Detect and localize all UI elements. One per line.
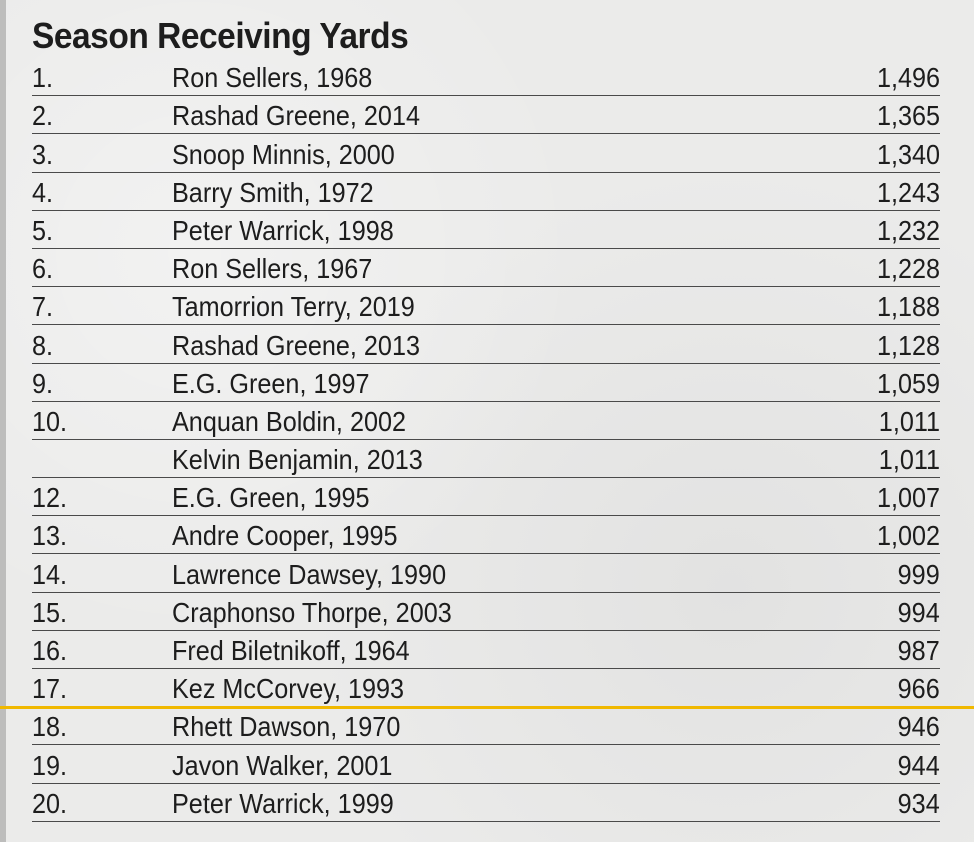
player-cell: Rashad Greene, 2013 — [172, 329, 420, 361]
yards-cell: 1,496 — [876, 62, 940, 94]
table-row: 20. Peter Warrick, 1999 934 — [32, 784, 940, 822]
player-cell: Ron Sellers, 1967 — [172, 253, 373, 285]
rank-cell: 9. — [32, 367, 54, 399]
rank-cell: 10. — [32, 405, 68, 437]
rank-cell: 4. — [32, 176, 54, 208]
table-row: 15. Craphonso Thorpe, 2003 994 — [32, 593, 940, 631]
yards-cell: 1,011 — [878, 444, 940, 476]
table-row: 12. E.G. Green, 1995 1,007 — [32, 478, 940, 517]
table-row: 4. Barry Smith, 1972 1,243 — [32, 173, 940, 211]
player-cell: Peter Warrick, 1999 — [172, 787, 394, 819]
yards-cell: 1,188 — [876, 291, 940, 323]
rank-cell: 15. — [32, 596, 68, 628]
table-row: 5. Peter Warrick, 1998 1,232 — [32, 211, 940, 249]
table-row: 10. Anquan Boldin, 2002 1,011 — [32, 402, 940, 440]
yards-cell: 1,011 — [878, 405, 940, 437]
yards-cell: 987 — [897, 635, 940, 666]
yards-cell: 966 — [897, 673, 940, 705]
rank-cell: 17. — [32, 673, 68, 705]
yards-cell: 946 — [897, 711, 940, 743]
player-cell: Rhett Dawson, 1970 — [172, 711, 401, 743]
yards-cell: 1,128 — [876, 329, 940, 361]
table-row: 14. Lawrence Dawsey, 1990 999 — [32, 554, 940, 593]
page-left-edge — [0, 0, 6, 842]
player-cell: Peter Warrick, 1998 — [172, 214, 394, 246]
rank-cell: 8. — [32, 329, 54, 361]
yards-cell: 1,340 — [876, 138, 940, 170]
yards-cell: 1,002 — [876, 520, 940, 552]
player-cell: Craphonso Thorpe, 2003 — [172, 596, 452, 628]
rank-cell: 5. — [32, 214, 54, 246]
yards-cell: 1,228 — [876, 253, 940, 285]
player-cell: Snoop Minnis, 2000 — [172, 138, 395, 170]
highlight-divider — [0, 706, 974, 709]
table-row: 2. Rashad Greene, 2014 1,365 — [32, 96, 940, 135]
rank-cell: 20. — [32, 787, 68, 819]
yards-cell: 1,007 — [876, 482, 940, 514]
rank-cell: 2. — [32, 100, 54, 132]
yards-cell: 944 — [897, 749, 940, 781]
player-cell: Anquan Boldin, 2002 — [172, 405, 406, 437]
table-row: 3. Snoop Minnis, 2000 1,340 — [32, 134, 940, 173]
rank-cell: 7. — [32, 291, 54, 323]
yards-cell: 1,232 — [876, 214, 940, 246]
table-row: 7. Tamorrion Terry, 2019 1,188 — [32, 287, 940, 326]
yards-cell: 999 — [897, 558, 940, 590]
rank-cell: 14. — [32, 558, 68, 590]
table-row: 13. Andre Cooper, 1995 1,002 — [32, 516, 940, 555]
table-row: Kelvin Benjamin, 2013 1,011 — [32, 440, 940, 479]
yards-cell: 934 — [897, 787, 940, 819]
player-cell: Tamorrion Terry, 2019 — [172, 291, 415, 323]
table-row: 8. Rashad Greene, 2013 1,128 — [32, 325, 940, 364]
player-cell: Andre Cooper, 1995 — [172, 520, 398, 552]
yards-cell: 1,365 — [876, 100, 940, 132]
page-title: Season Receiving Yards — [32, 15, 409, 56]
table-row: 6. Ron Sellers, 1967 1,228 — [32, 249, 940, 288]
receiving-yards-table: 1. Ron Sellers, 1968 1,496 2. Rashad Gre… — [32, 58, 940, 822]
table-row: 17. Kez McCorvey, 1993 966 — [32, 669, 940, 708]
player-cell: Ron Sellers, 1968 — [172, 62, 373, 94]
rank-cell: 6. — [32, 253, 54, 285]
player-cell: Kez McCorvey, 1993 — [172, 673, 405, 705]
yards-cell: 1,059 — [876, 367, 940, 399]
rank-cell: 18. — [32, 711, 68, 743]
player-cell: Barry Smith, 1972 — [172, 176, 374, 208]
player-cell: E.G. Green, 1995 — [172, 482, 370, 514]
table-row: 1. Ron Sellers, 1968 1,496 — [32, 58, 940, 97]
yards-cell: 1,243 — [876, 176, 940, 208]
yards-cell: 994 — [897, 596, 940, 628]
table-row: 9. E.G. Green, 1997 1,059 — [32, 364, 940, 402]
player-cell: Javon Walker, 2001 — [172, 749, 393, 781]
player-cell: Rashad Greene, 2014 — [172, 100, 420, 132]
player-cell: Lawrence Dawsey, 1990 — [172, 558, 447, 590]
player-cell: Kelvin Benjamin, 2013 — [172, 444, 423, 476]
table-row: 16. Fred Biletnikoff, 1964 987 — [32, 631, 940, 669]
rank-cell: 16. — [32, 635, 68, 666]
table-row: 18. Rhett Dawson, 1970 946 — [32, 707, 940, 746]
rank-cell: 19. — [32, 749, 68, 781]
rank-cell: 1. — [32, 62, 54, 94]
player-cell: E.G. Green, 1997 — [172, 367, 370, 399]
rank-cell: 12. — [32, 482, 68, 514]
rank-cell: 3. — [32, 138, 54, 170]
rank-cell: 13. — [32, 520, 68, 552]
player-cell: Fred Biletnikoff, 1964 — [172, 635, 410, 666]
table-row: 19. Javon Walker, 2001 944 — [32, 745, 940, 784]
